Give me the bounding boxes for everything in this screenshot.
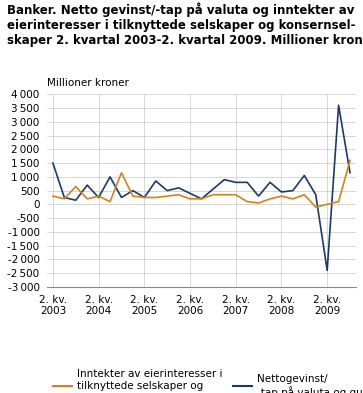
Text: Millioner kroner: Millioner kroner xyxy=(47,79,129,88)
Text: Banker. Netto gevinst/-tap på valuta og inntekter av
eierinteresser i tilknytted: Banker. Netto gevinst/-tap på valuta og … xyxy=(7,2,363,46)
Legend: Inntekter av eierinteresser i
tilknyttede selskaper og
konsernselskaper, Nettoge: Inntekter av eierinteresser i tilknytted… xyxy=(49,365,363,393)
